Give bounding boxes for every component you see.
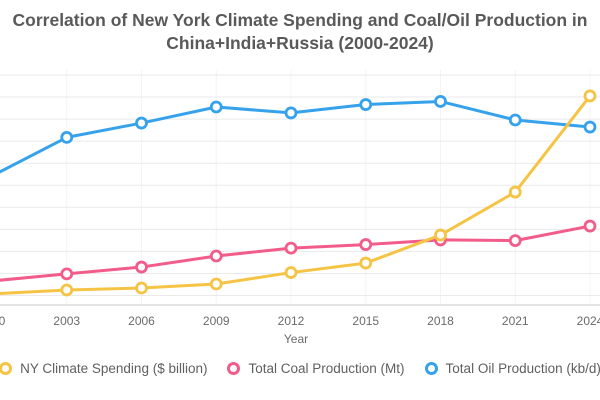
data-point-ny-climate-spending-billion-2024[interactable] <box>583 89 597 103</box>
series-line-ny-climate-spending-billion <box>0 94 592 296</box>
x-tick-label-2015: 2015 <box>352 314 380 328</box>
data-point-total-oil-production-kb-d-2024[interactable] <box>583 120 597 134</box>
x-tick-label-2018: 2018 <box>427 314 454 328</box>
data-point-total-coal-production-mt-2003[interactable] <box>60 267 74 281</box>
data-point-ny-climate-spending-billion-2018[interactable] <box>434 228 447 242</box>
data-point-total-oil-production-kb-d-2021[interactable] <box>508 113 522 127</box>
data-point-total-oil-production-kb-d-2018[interactable] <box>434 95 447 108</box>
data-point-ny-climate-spending-billion-2021[interactable] <box>508 185 522 199</box>
data-point-total-coal-production-mt-2012[interactable] <box>284 241 298 255</box>
data-point-ny-climate-spending-billion-2012[interactable] <box>284 266 298 279</box>
x-tick-label-2006: 2006 <box>128 314 155 328</box>
data-point-total-oil-production-kb-d-2006[interactable] <box>135 116 148 130</box>
x-tick-label-2000: 2000 <box>0 314 6 328</box>
x-tick-label-2024: 2024 <box>576 314 600 328</box>
legend-item-ny-climate-spending-billion[interactable]: NY Climate Spending ($ billion) <box>0 361 207 376</box>
legend-item-total-oil-production-kb-d[interactable]: Total Oil Production (kb/d) <box>424 361 600 376</box>
series-points-total-oil-production-kb-d[interactable] <box>0 95 597 181</box>
series-points-ny-climate-spending-billion[interactable] <box>0 89 597 299</box>
data-point-total-oil-production-kb-d-2015[interactable] <box>359 98 373 111</box>
legend-label: Total Oil Production (kb/d) <box>445 361 600 376</box>
data-point-total-oil-production-kb-d-2003[interactable] <box>60 131 74 144</box>
data-point-ny-climate-spending-billion-2003[interactable] <box>60 283 74 297</box>
chart-title: Correlation of New York Climate Spending… <box>0 9 600 55</box>
data-point-total-coal-production-mt-2009[interactable] <box>209 249 223 263</box>
x-tick-label-2021: 2021 <box>501 314 529 328</box>
data-point-total-coal-production-mt-2006[interactable] <box>135 260 148 274</box>
x-tick-label-2012: 2012 <box>277 314 305 328</box>
chart-legend: NY Climate Spending ($ billion) Total Coa… <box>0 361 600 376</box>
series-points-total-coal-production-mt[interactable] <box>0 219 597 286</box>
data-point-total-oil-production-kb-d-2012[interactable] <box>284 106 298 120</box>
chart-title-line2: China+India+Russia (2000-2024) <box>166 33 434 53</box>
data-point-total-coal-production-mt-2015[interactable] <box>359 238 373 251</box>
data-point-total-coal-production-mt-2021[interactable] <box>508 234 522 247</box>
data-point-ny-climate-spending-billion-2009[interactable] <box>209 277 223 291</box>
legend-label: NY Climate Spending ($ billion) <box>20 361 208 376</box>
data-point-total-coal-production-mt-2024[interactable] <box>583 219 597 233</box>
legend-item-total-coal-production-mt[interactable]: Total Coal Production (Mt) <box>227 361 405 376</box>
data-point-ny-climate-spending-billion-2015[interactable] <box>359 256 373 270</box>
data-point-total-oil-production-kb-d-2009[interactable] <box>209 100 223 114</box>
x-tick-label-2009: 2009 <box>202 314 230 328</box>
data-point-ny-climate-spending-billion-2006[interactable] <box>135 281 148 295</box>
legend-marker-icon <box>227 362 241 375</box>
chart-title-line1: Correlation of New York Climate Spending… <box>12 10 588 30</box>
legend-label: Total Coal Production (Mt) <box>248 361 405 376</box>
x-axis-title: Year <box>283 332 309 346</box>
x-tick-label-2003: 2003 <box>53 314 81 328</box>
legend-marker-icon <box>0 362 13 375</box>
legend-marker-icon <box>424 362 438 375</box>
